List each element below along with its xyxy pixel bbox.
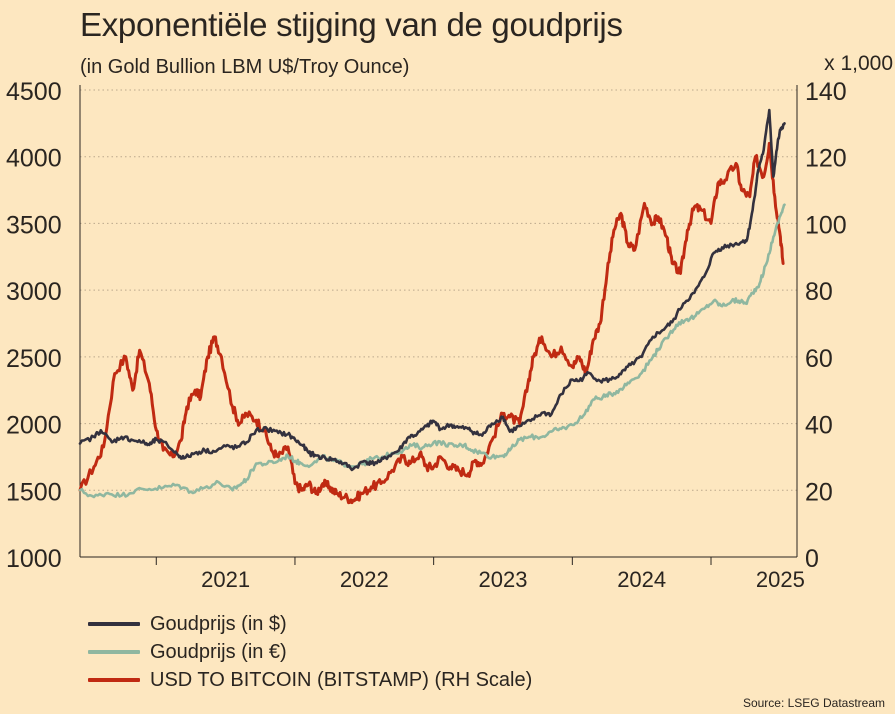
chart-subtitle: (in Gold Bullion LBM U$/Troy Ounce) <box>80 56 410 78</box>
legend-label-bitcoin: USD TO BITCOIN (BITSTAMP) (RH Scale) <box>150 668 533 691</box>
y-left-tick-label: 3500 <box>6 211 62 239</box>
legend-item-gold-eur: Goudprijs (in €) <box>88 638 532 666</box>
x-tick-label: 2023 <box>479 567 528 592</box>
y-right-tick-label: 120 <box>805 145 847 173</box>
y-right-tick-label: 100 <box>805 211 847 239</box>
series-line-goudprijs-in <box>78 203 786 499</box>
y-left-tick-label: 1500 <box>6 478 62 506</box>
y-left-tick-label: 1000 <box>6 545 62 573</box>
series-line-goudprijs-in <box>78 108 786 472</box>
x-tick-label: 2022 <box>340 567 389 592</box>
right-axis-unit: x 1,000 <box>824 52 893 75</box>
y-right-tick-label: 20 <box>805 478 833 506</box>
y-left-tick-label: 4500 <box>6 78 62 106</box>
y-right-tick-label: 140 <box>805 78 847 106</box>
legend-swatch-gold-usd <box>88 622 140 626</box>
x-tick-label: 2025 <box>756 567 805 592</box>
source-note: Source: LSEG Datastream <box>742 696 885 710</box>
legend-item-gold-usd: Goudprijs (in $) <box>88 610 532 638</box>
y-right-tick-label: 60 <box>805 345 833 373</box>
legend-item-bitcoin: USD TO BITCOIN (BITSTAMP) (RH Scale) <box>88 666 532 694</box>
y-right-tick-label: 40 <box>805 412 833 440</box>
y-right-tick-label: 80 <box>805 278 833 306</box>
y-left-tick-label: 4000 <box>6 145 62 173</box>
chart-title: Exponentiële stijging van de goudprijs <box>80 6 623 43</box>
y-left-tick-label: 2000 <box>6 412 62 440</box>
y-left-tick-label: 2500 <box>6 345 62 373</box>
legend-label-gold-eur: Goudprijs (in €) <box>150 640 287 663</box>
legend-swatch-gold-eur <box>88 650 140 654</box>
y-left-tick-label: 3000 <box>6 278 62 306</box>
legend: Goudprijs (in $) Goudprijs (in €) USD TO… <box>88 610 532 694</box>
series-line-usd-to-bitcoin-bitstamp-rh-scale <box>78 141 785 505</box>
chart-canvas: 4500400035003000250020001500100014012010… <box>6 78 847 592</box>
legend-label-gold-usd: Goudprijs (in $) <box>150 612 287 635</box>
x-tick-label: 2021 <box>201 567 250 592</box>
x-tick-label: 2024 <box>617 567 666 592</box>
y-right-tick-label: 0 <box>805 545 819 573</box>
legend-swatch-bitcoin <box>88 678 140 682</box>
